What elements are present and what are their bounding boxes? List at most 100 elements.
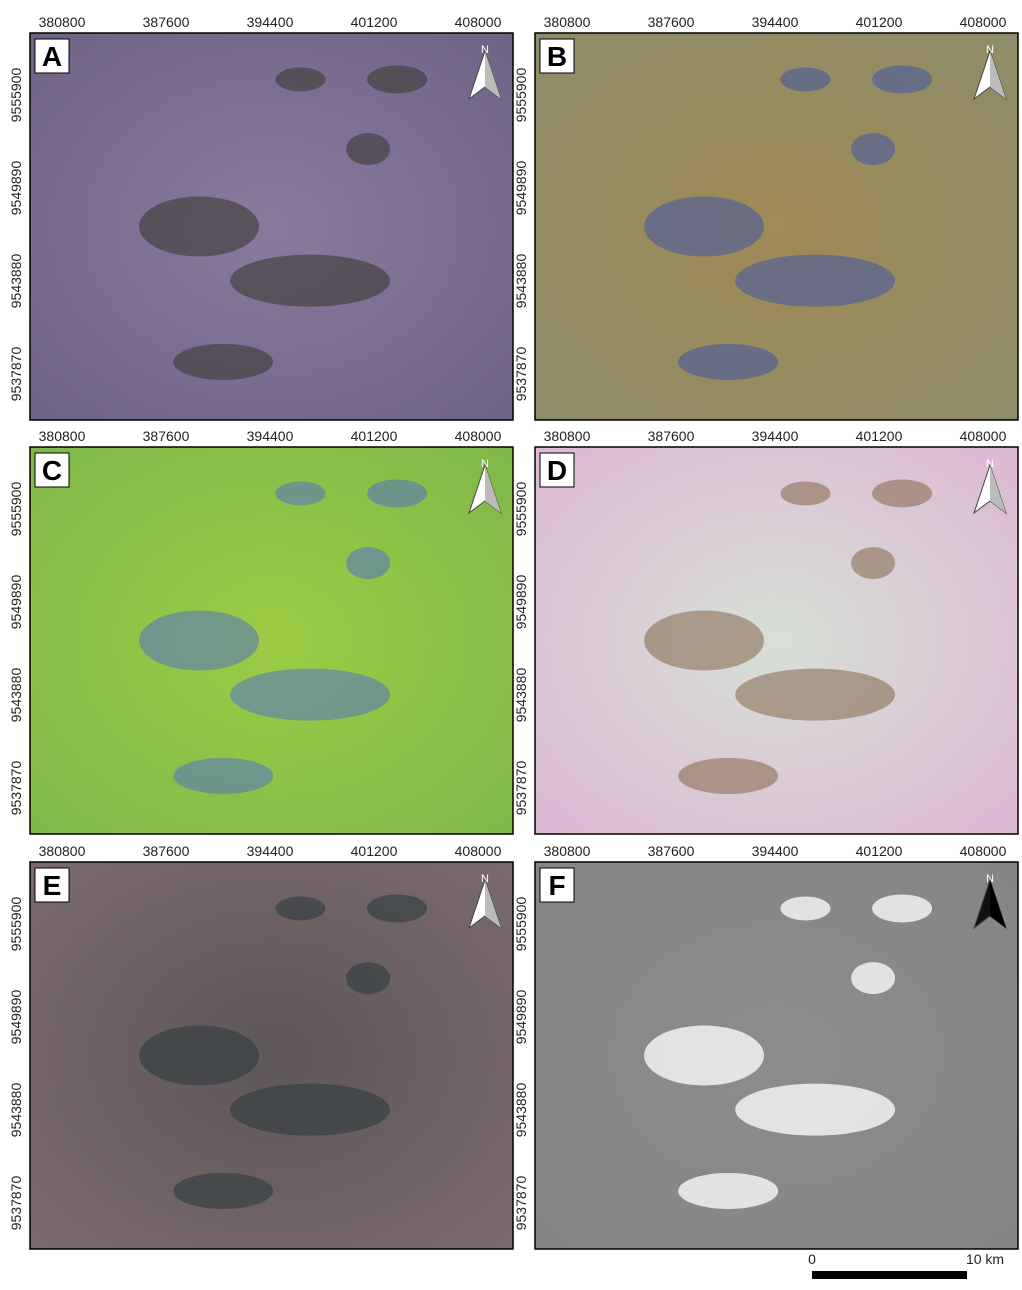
terrain-feature xyxy=(851,133,895,165)
terrain-feature xyxy=(173,1173,273,1209)
x-coordinate-label: 401200 xyxy=(351,14,398,30)
scale-bar: 0 10 km xyxy=(808,1251,1004,1279)
map-panel: D N 380800 387600 394400 401200 408000 9555900 9… xyxy=(513,428,1018,834)
terrain-feature xyxy=(367,894,427,922)
terrain-feature xyxy=(644,611,764,671)
y-coordinate-label: 9537870 xyxy=(8,1176,24,1231)
y-coordinate-label: 9537870 xyxy=(513,1176,529,1231)
terrain-feature xyxy=(851,547,895,579)
terrain-feature xyxy=(275,896,325,920)
x-coordinate-label: 401200 xyxy=(856,843,903,859)
terrain-feature xyxy=(735,1084,895,1136)
x-coordinate-label: 408000 xyxy=(960,14,1007,30)
terrain-feature xyxy=(139,1026,259,1086)
terrain-feature xyxy=(872,479,932,507)
y-coordinate-label: 9549890 xyxy=(513,575,529,630)
y-coordinate-label: 9537870 xyxy=(8,761,24,816)
x-coordinate-label: 394400 xyxy=(247,428,294,444)
north-label: N xyxy=(986,458,994,470)
y-coordinate-label: 9549890 xyxy=(8,161,24,216)
x-coordinate-label: 380800 xyxy=(39,843,86,859)
x-coordinate-label: 408000 xyxy=(960,843,1007,859)
y-coordinate-label: 9549890 xyxy=(8,575,24,630)
terrain-feature xyxy=(346,962,390,994)
y-coordinate-label: 9555900 xyxy=(513,482,529,537)
y-coordinate-label: 9543880 xyxy=(8,254,24,309)
terrain-feature xyxy=(678,1173,778,1209)
y-coordinate-label: 9543880 xyxy=(513,668,529,723)
x-coordinate-label: 387600 xyxy=(648,14,695,30)
terrain-feature xyxy=(173,344,273,380)
y-coordinate-label: 9555900 xyxy=(513,897,529,952)
north-label: N xyxy=(986,44,994,56)
x-coordinate-label: 401200 xyxy=(351,428,398,444)
y-coordinate-label: 9537870 xyxy=(513,347,529,402)
y-coordinate-label: 9543880 xyxy=(513,254,529,309)
terrain-feature xyxy=(346,133,390,165)
y-coordinate-label: 9555900 xyxy=(8,68,24,123)
terrain-feature xyxy=(367,479,427,507)
x-coordinate-label: 387600 xyxy=(648,428,695,444)
y-coordinate-label: 9555900 xyxy=(513,68,529,123)
y-coordinate-label: 9549890 xyxy=(513,161,529,216)
x-coordinate-label: 387600 xyxy=(648,843,695,859)
x-coordinate-label: 408000 xyxy=(960,428,1007,444)
north-label: N xyxy=(986,873,994,885)
y-coordinate-label: 9549890 xyxy=(513,990,529,1045)
x-coordinate-label: 394400 xyxy=(752,843,799,859)
y-coordinate-label: 9543880 xyxy=(513,1083,529,1138)
terrain-feature xyxy=(872,65,932,93)
terrain-feature xyxy=(230,1084,390,1136)
terrain-feature xyxy=(872,894,932,922)
north-label: N xyxy=(481,458,489,470)
x-coordinate-label: 394400 xyxy=(752,14,799,30)
x-coordinate-label: 401200 xyxy=(856,14,903,30)
y-coordinate-label: 9537870 xyxy=(8,347,24,402)
map-panel: EN38080038760039440040120040800095559009… xyxy=(8,843,513,1249)
terrain-feature xyxy=(780,481,830,505)
x-coordinate-label: 394400 xyxy=(247,843,294,859)
terrain-feature xyxy=(139,197,259,257)
y-coordinate-label: 9543880 xyxy=(8,668,24,723)
panels: A N 380800 387600 394400 401200 408000 9555900 9… xyxy=(8,14,1018,1249)
x-coordinate-label: 408000 xyxy=(455,843,502,859)
terrain-feature xyxy=(275,481,325,505)
y-coordinate-label: 9537870 xyxy=(513,761,529,816)
x-coordinate-label: 380800 xyxy=(544,14,591,30)
panel-label: D xyxy=(547,455,567,486)
x-coordinate-label: 387600 xyxy=(143,428,190,444)
x-coordinate-label: 401200 xyxy=(856,428,903,444)
panel-label: F xyxy=(548,870,565,901)
panel-label: A xyxy=(42,41,62,72)
y-coordinate-label: 9549890 xyxy=(8,990,24,1045)
terrain-feature xyxy=(173,758,273,794)
terrain-feature xyxy=(139,611,259,671)
terrain-feature xyxy=(367,65,427,93)
north-label: N xyxy=(481,873,489,885)
terrain-feature xyxy=(644,1026,764,1086)
x-coordinate-label: 394400 xyxy=(752,428,799,444)
map-panel: AN38080038760039440040120040800095559009… xyxy=(8,14,513,420)
terrain-feature xyxy=(230,669,390,721)
terrain-feature xyxy=(346,547,390,579)
x-coordinate-label: 380800 xyxy=(39,14,86,30)
x-coordinate-label: 394400 xyxy=(247,14,294,30)
figure: A N 380800 387600 394400 401200 408000 9555900 9… xyxy=(0,0,1022,1285)
scale-end: 10 km xyxy=(966,1251,1004,1267)
terrain-feature xyxy=(780,67,830,91)
y-coordinate-label: 9543880 xyxy=(8,1083,24,1138)
x-coordinate-label: 380800 xyxy=(544,843,591,859)
terrain-feature xyxy=(230,255,390,307)
terrain-feature xyxy=(678,758,778,794)
x-coordinate-label: 387600 xyxy=(143,843,190,859)
y-coordinate-label: 9555900 xyxy=(8,482,24,537)
x-coordinate-label: 387600 xyxy=(143,14,190,30)
terrain-feature xyxy=(275,67,325,91)
terrain-feature xyxy=(780,896,830,920)
terrain-feature xyxy=(735,669,895,721)
x-coordinate-label: 380800 xyxy=(544,428,591,444)
terrain-feature xyxy=(644,197,764,257)
north-label: N xyxy=(481,44,489,56)
